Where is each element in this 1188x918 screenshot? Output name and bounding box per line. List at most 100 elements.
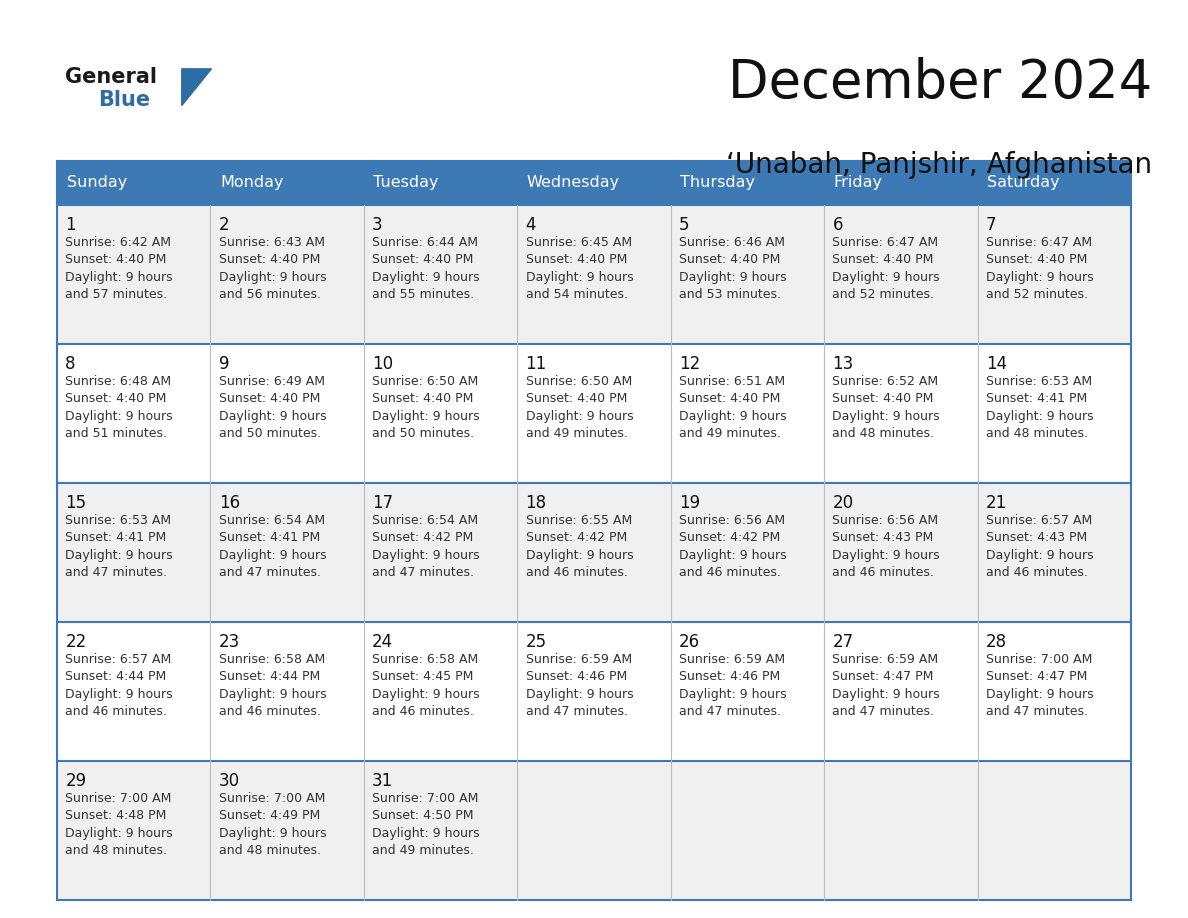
Text: 21: 21 [986,494,1007,511]
Text: Sunrise: 7:00 AM: Sunrise: 7:00 AM [219,792,326,805]
Text: 13: 13 [833,354,854,373]
Bar [57,761,1131,900]
Text: 4: 4 [525,216,536,234]
Text: Daylight: 9 hours: Daylight: 9 hours [372,271,480,284]
Text: Sunset: 4:40 PM: Sunset: 4:40 PM [680,392,781,406]
Text: and 46 minutes.: and 46 minutes. [372,705,474,718]
Text: Daylight: 9 hours: Daylight: 9 hours [680,409,786,423]
Text: Daylight: 9 hours: Daylight: 9 hours [986,271,1093,284]
Text: Sunrise: 6:56 AM: Sunrise: 6:56 AM [680,514,785,527]
Text: 14: 14 [986,354,1007,373]
Text: Daylight: 9 hours: Daylight: 9 hours [680,549,786,562]
Text: Sunset: 4:47 PM: Sunset: 4:47 PM [986,670,1087,683]
Text: 28: 28 [986,633,1007,651]
Polygon shape [182,69,211,106]
Text: 18: 18 [525,494,546,511]
Text: 7: 7 [986,216,997,234]
Text: Sunset: 4:40 PM: Sunset: 4:40 PM [219,253,320,266]
Text: Sunset: 4:49 PM: Sunset: 4:49 PM [219,810,320,823]
Text: Sunset: 4:40 PM: Sunset: 4:40 PM [219,392,320,406]
Text: 8: 8 [65,354,76,373]
Text: Sunrise: 6:52 AM: Sunrise: 6:52 AM [833,375,939,388]
Text: Daylight: 9 hours: Daylight: 9 hours [65,688,173,700]
Text: and 49 minutes.: and 49 minutes. [680,427,781,441]
Text: Sunset: 4:48 PM: Sunset: 4:48 PM [65,810,166,823]
Bar [57,343,1131,483]
Text: Sunrise: 6:54 AM: Sunrise: 6:54 AM [372,514,479,527]
Text: Daylight: 9 hours: Daylight: 9 hours [525,271,633,284]
Text: Sunrise: 6:42 AM: Sunrise: 6:42 AM [65,236,171,249]
Text: 26: 26 [680,633,700,651]
Text: Daylight: 9 hours: Daylight: 9 hours [986,409,1093,423]
Text: and 51 minutes.: and 51 minutes. [65,427,168,441]
Text: Daylight: 9 hours: Daylight: 9 hours [372,409,480,423]
Text: Daylight: 9 hours: Daylight: 9 hours [219,549,327,562]
Text: Sunset: 4:40 PM: Sunset: 4:40 PM [372,392,474,406]
Bar [57,483,1131,621]
Text: Sunset: 4:45 PM: Sunset: 4:45 PM [372,670,474,683]
Text: Daylight: 9 hours: Daylight: 9 hours [986,549,1093,562]
Text: 15: 15 [65,494,87,511]
Text: Monday: Monday [220,175,284,190]
Text: Daylight: 9 hours: Daylight: 9 hours [833,271,940,284]
Text: 10: 10 [372,354,393,373]
Text: Daylight: 9 hours: Daylight: 9 hours [833,409,940,423]
Text: 25: 25 [525,633,546,651]
Bar [57,205,1131,343]
Text: Sunset: 4:43 PM: Sunset: 4:43 PM [833,532,934,544]
Text: 16: 16 [219,494,240,511]
Text: Sunrise: 7:00 AM: Sunrise: 7:00 AM [65,792,172,805]
Text: and 50 minutes.: and 50 minutes. [372,427,474,441]
Text: and 47 minutes.: and 47 minutes. [525,705,627,718]
Text: and 52 minutes.: and 52 minutes. [833,288,935,301]
Text: Sunset: 4:40 PM: Sunset: 4:40 PM [372,253,474,266]
Text: Sunrise: 6:53 AM: Sunrise: 6:53 AM [986,375,1092,388]
Text: Daylight: 9 hours: Daylight: 9 hours [833,688,940,700]
Text: and 49 minutes.: and 49 minutes. [372,845,474,857]
Text: 1: 1 [65,216,76,234]
Text: and 47 minutes.: and 47 minutes. [65,566,168,579]
Text: Sunrise: 6:50 AM: Sunrise: 6:50 AM [525,375,632,388]
Text: Daylight: 9 hours: Daylight: 9 hours [65,409,173,423]
Text: 27: 27 [833,633,853,651]
Text: Daylight: 9 hours: Daylight: 9 hours [833,549,940,562]
Text: 22: 22 [65,633,87,651]
Text: Daylight: 9 hours: Daylight: 9 hours [525,688,633,700]
Text: Sunrise: 6:53 AM: Sunrise: 6:53 AM [65,514,171,527]
Text: Sunday: Sunday [67,175,127,190]
Text: Sunset: 4:40 PM: Sunset: 4:40 PM [525,253,627,266]
Text: and 48 minutes.: and 48 minutes. [833,427,935,441]
Text: and 47 minutes.: and 47 minutes. [219,566,321,579]
Text: Friday: Friday [834,175,883,190]
Text: ‘Unabah, Panjshir, Afghanistan: ‘Unabah, Panjshir, Afghanistan [726,151,1152,179]
Text: Sunset: 4:42 PM: Sunset: 4:42 PM [680,532,781,544]
Text: and 47 minutes.: and 47 minutes. [680,705,781,718]
Text: and 53 minutes.: and 53 minutes. [680,288,781,301]
Text: Daylight: 9 hours: Daylight: 9 hours [372,549,480,562]
Text: Sunrise: 6:57 AM: Sunrise: 6:57 AM [65,653,171,666]
Text: Daylight: 9 hours: Daylight: 9 hours [219,827,327,840]
Text: Sunrise: 6:59 AM: Sunrise: 6:59 AM [680,653,785,666]
Text: Daylight: 9 hours: Daylight: 9 hours [372,688,480,700]
Text: and 57 minutes.: and 57 minutes. [65,288,168,301]
Text: 9: 9 [219,354,229,373]
Text: Sunrise: 6:47 AM: Sunrise: 6:47 AM [833,236,939,249]
Text: 24: 24 [372,633,393,651]
Text: Sunrise: 6:44 AM: Sunrise: 6:44 AM [372,236,479,249]
Text: 31: 31 [372,772,393,789]
Text: Sunrise: 6:48 AM: Sunrise: 6:48 AM [65,375,171,388]
Text: and 55 minutes.: and 55 minutes. [372,288,474,301]
Text: General: General [65,67,157,87]
Text: Sunrise: 6:50 AM: Sunrise: 6:50 AM [372,375,479,388]
Text: Daylight: 9 hours: Daylight: 9 hours [680,271,786,284]
Text: Sunrise: 6:45 AM: Sunrise: 6:45 AM [525,236,632,249]
Text: Sunset: 4:44 PM: Sunset: 4:44 PM [65,670,166,683]
Text: Sunset: 4:41 PM: Sunset: 4:41 PM [65,532,166,544]
Text: and 56 minutes.: and 56 minutes. [219,288,321,301]
Text: Sunset: 4:47 PM: Sunset: 4:47 PM [833,670,934,683]
Text: Daylight: 9 hours: Daylight: 9 hours [525,549,633,562]
Text: and 48 minutes.: and 48 minutes. [219,845,321,857]
Text: Sunrise: 6:47 AM: Sunrise: 6:47 AM [986,236,1092,249]
Text: 2: 2 [219,216,229,234]
Text: Daylight: 9 hours: Daylight: 9 hours [65,827,173,840]
